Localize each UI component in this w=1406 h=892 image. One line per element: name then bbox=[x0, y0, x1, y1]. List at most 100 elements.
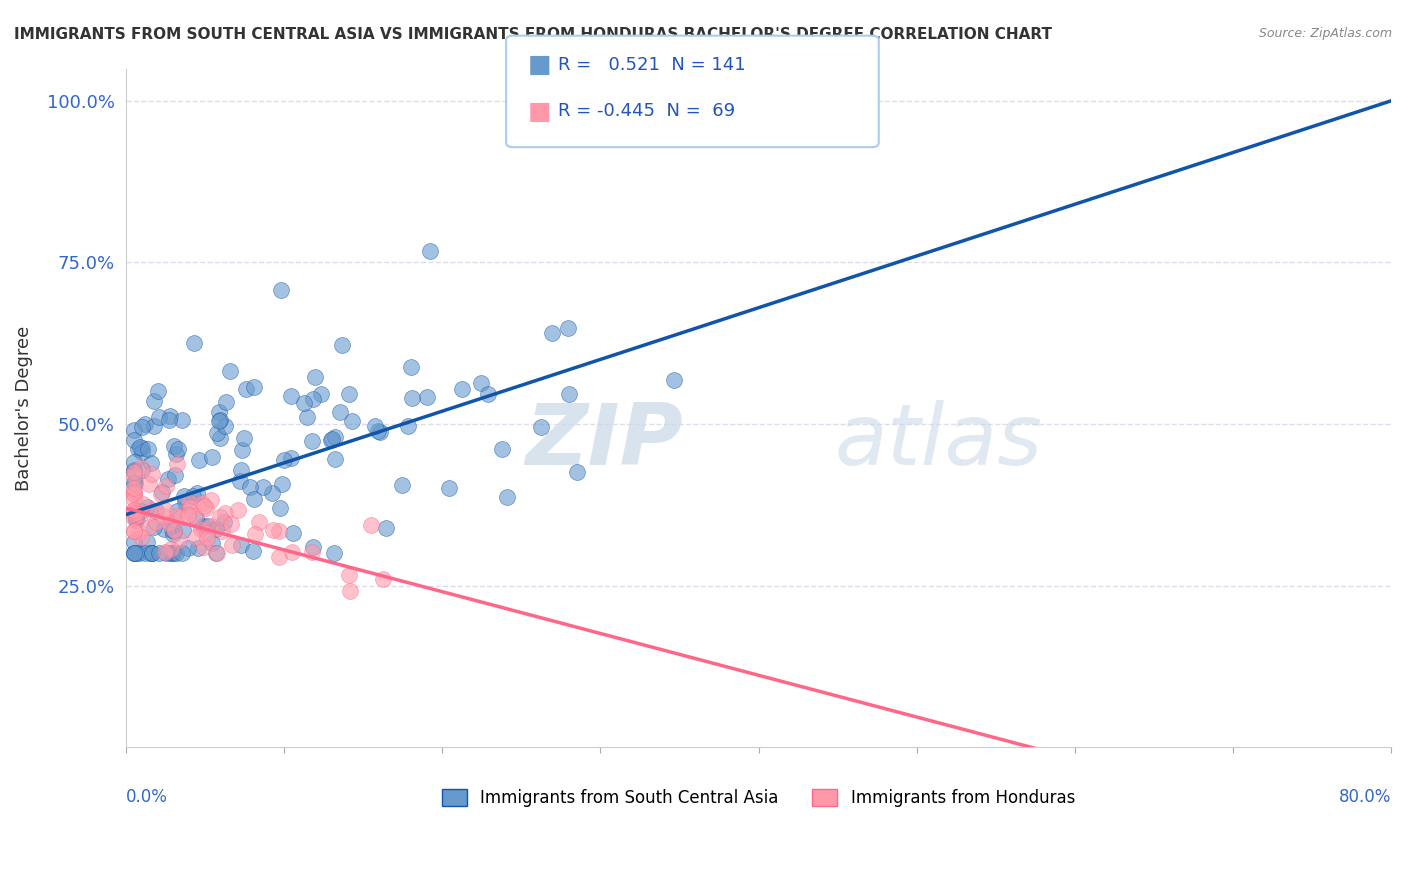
Point bbox=[319, 434, 342, 448]
Point bbox=[122, 503, 145, 517]
Point bbox=[141, 503, 163, 517]
Point bbox=[174, 494, 197, 508]
Point bbox=[129, 508, 152, 522]
Point bbox=[367, 424, 389, 438]
Point bbox=[145, 515, 167, 529]
Point bbox=[177, 508, 200, 522]
Point bbox=[323, 451, 346, 466]
Point bbox=[193, 500, 215, 514]
Point bbox=[243, 527, 266, 541]
Point bbox=[160, 541, 183, 556]
Point bbox=[165, 468, 187, 483]
Point bbox=[242, 544, 264, 558]
Point bbox=[197, 531, 219, 545]
Point bbox=[172, 523, 194, 537]
Point bbox=[252, 480, 274, 494]
Point bbox=[295, 410, 318, 425]
Text: Source: ZipAtlas.com: Source: ZipAtlas.com bbox=[1258, 27, 1392, 40]
Point bbox=[149, 487, 172, 501]
Point bbox=[330, 338, 353, 352]
Point bbox=[567, 465, 589, 479]
Point bbox=[162, 527, 184, 541]
Point bbox=[186, 511, 208, 525]
Point bbox=[129, 504, 152, 518]
Point bbox=[165, 546, 187, 560]
Point bbox=[125, 546, 148, 560]
Point bbox=[166, 504, 188, 518]
Point bbox=[122, 465, 145, 479]
Point bbox=[179, 500, 201, 514]
Point bbox=[491, 442, 513, 457]
Point bbox=[231, 538, 253, 552]
Point bbox=[124, 476, 146, 491]
Point bbox=[235, 382, 257, 396]
Point bbox=[122, 433, 145, 447]
Point bbox=[396, 418, 419, 433]
Point bbox=[195, 519, 218, 533]
Point bbox=[138, 546, 160, 560]
Point bbox=[129, 461, 152, 475]
Point bbox=[450, 382, 472, 396]
Point bbox=[148, 409, 170, 424]
Point bbox=[201, 536, 224, 550]
Point bbox=[209, 431, 232, 445]
Point bbox=[141, 546, 163, 560]
Point bbox=[207, 425, 229, 440]
Point bbox=[141, 456, 163, 470]
Point bbox=[122, 503, 145, 517]
Point bbox=[201, 450, 224, 464]
Point bbox=[495, 490, 517, 504]
Point bbox=[162, 546, 184, 560]
Point bbox=[219, 364, 242, 378]
Point bbox=[280, 389, 302, 403]
Point bbox=[160, 523, 183, 537]
Point bbox=[122, 510, 145, 524]
Point bbox=[193, 540, 215, 554]
Point bbox=[122, 546, 145, 560]
Point bbox=[186, 486, 208, 500]
Point bbox=[132, 497, 155, 511]
Point bbox=[122, 524, 145, 538]
Point bbox=[281, 525, 304, 540]
Point bbox=[195, 526, 218, 541]
Point bbox=[337, 386, 360, 401]
Point bbox=[148, 546, 170, 560]
Point bbox=[470, 376, 492, 391]
Point bbox=[273, 453, 295, 467]
Point bbox=[159, 409, 181, 424]
Point bbox=[205, 546, 228, 560]
Point bbox=[309, 386, 332, 401]
Text: R =   0.521  N = 141: R = 0.521 N = 141 bbox=[558, 56, 745, 74]
Point bbox=[226, 503, 249, 517]
Point bbox=[177, 494, 200, 508]
Point bbox=[145, 504, 167, 518]
Point bbox=[304, 369, 326, 384]
Point bbox=[186, 541, 208, 555]
Point bbox=[153, 545, 176, 559]
Point bbox=[131, 445, 153, 459]
Point bbox=[190, 522, 212, 536]
Point bbox=[231, 442, 253, 457]
Point bbox=[183, 508, 205, 523]
Point bbox=[558, 387, 581, 401]
Point bbox=[477, 387, 499, 401]
Point bbox=[181, 489, 204, 503]
Point bbox=[131, 420, 153, 434]
Point bbox=[194, 501, 217, 516]
Point bbox=[208, 413, 231, 427]
Point bbox=[122, 469, 145, 483]
Point bbox=[165, 446, 187, 460]
Point bbox=[125, 502, 148, 516]
Point bbox=[557, 320, 579, 334]
Point bbox=[138, 477, 160, 491]
Point bbox=[166, 458, 188, 472]
Point bbox=[260, 486, 283, 500]
Point bbox=[141, 546, 163, 560]
Point bbox=[340, 413, 363, 427]
Text: R = -0.445  N =  69: R = -0.445 N = 69 bbox=[558, 103, 735, 120]
Point bbox=[281, 545, 304, 559]
Point bbox=[157, 516, 180, 530]
Point bbox=[269, 501, 291, 516]
Point bbox=[416, 390, 439, 404]
Point bbox=[125, 513, 148, 527]
